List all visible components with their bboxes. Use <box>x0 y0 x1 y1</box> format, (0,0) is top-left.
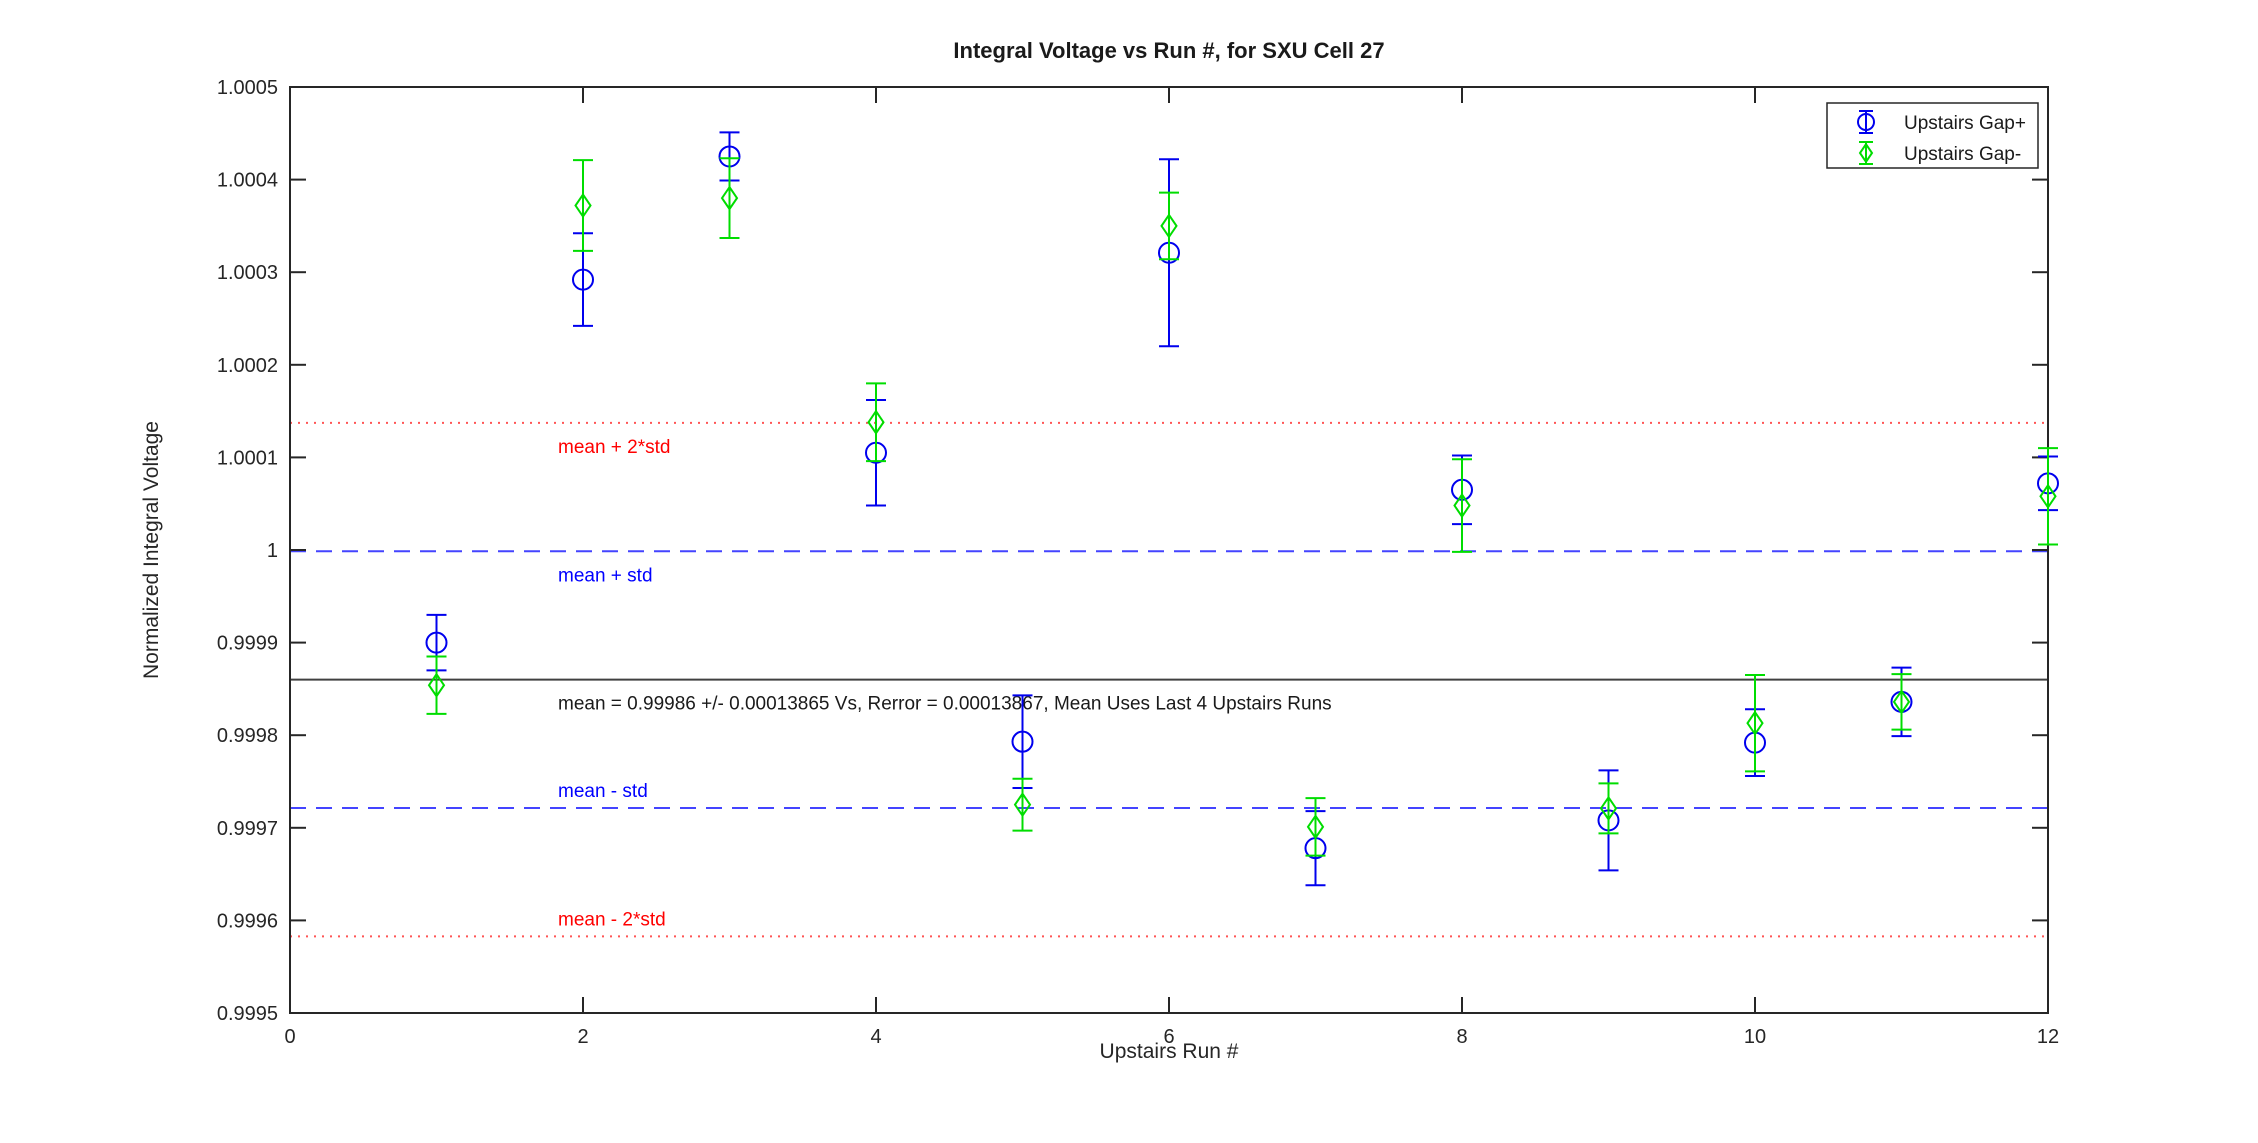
data-point <box>573 159 593 252</box>
y-tick-label: 0.9997 <box>217 818 278 840</box>
mean-line-label: mean = 0.99986 +/- 0.00013865 Vs, Rerror… <box>558 694 1332 715</box>
data-point <box>719 157 740 239</box>
x-tick-label: 12 <box>2037 1026 2059 1048</box>
data-point <box>1305 797 1326 857</box>
diamond-marker <box>1858 142 1874 164</box>
y-tick-label: 0.9998 <box>217 725 278 747</box>
series-upstairs-gap- <box>425 131 2059 887</box>
circle-marker <box>1857 113 1875 131</box>
data-point <box>426 655 447 715</box>
legend-label: Upstairs Gap- <box>1904 144 2021 165</box>
diamond-marker <box>427 672 446 698</box>
x-tick-label: 0 <box>284 1026 295 1048</box>
circle-marker <box>572 268 594 291</box>
mean-minus-2std-line-label: mean - 2*std <box>558 909 666 930</box>
reference-lines: mean + 2*std mean + std mean = 0.99986 +/-… <box>290 421 2048 938</box>
data-point <box>866 382 886 463</box>
x-tick-label: 4 <box>870 1026 881 1048</box>
y-tick-label: 1 <box>267 540 278 562</box>
data-point <box>1452 458 1472 553</box>
mean-minus-std-line-label: mean - std <box>558 781 648 802</box>
x-tick-label: 6 <box>1163 1026 1174 1048</box>
y-tick-label: 1.0004 <box>217 170 278 192</box>
mean-plus-2std-line-label: mean + 2*std <box>558 437 671 458</box>
diamond-marker <box>1892 689 1911 715</box>
diamond-marker <box>1746 710 1764 736</box>
y-tick-label: 1.0003 <box>217 262 278 284</box>
circle-marker <box>425 631 448 654</box>
legend-entry: Upstairs Gap- <box>1858 141 2021 165</box>
data-point <box>1745 674 1765 773</box>
x-axis-label: Upstairs Run # <box>1099 1040 1239 1063</box>
legend: Upstairs Gap+ Upstairs Gap- <box>1826 102 2039 169</box>
y-tick-label: 0.9996 <box>217 910 278 932</box>
axes: 0 2 4 6 8 10 12 1.0005 1.0004 1.0003 1.0002 1.0001 1… <box>217 77 2059 1048</box>
series-upstairs-gap- <box>426 157 2058 857</box>
data-point <box>1012 777 1033 832</box>
diamond-marker <box>1306 814 1325 840</box>
diamond-marker <box>574 192 592 219</box>
circle-marker <box>1011 730 1034 753</box>
diamond-marker <box>1160 213 1178 239</box>
diamond-marker <box>1599 795 1618 822</box>
y-tick-label: 1.0001 <box>217 447 278 469</box>
chart-title: Integral Voltage vs Run #, for SXU Cell … <box>953 38 1385 63</box>
diamond-marker <box>867 409 885 435</box>
legend-label: Upstairs Gap+ <box>1904 113 2026 134</box>
x-tick-label: 2 <box>577 1026 588 1048</box>
mean-plus-std-line-label: mean + std <box>558 565 653 586</box>
y-tick-label: 1.0002 <box>217 355 278 377</box>
data-point <box>1598 782 1619 835</box>
x-tick-label: 10 <box>1744 1026 1766 1048</box>
diamond-marker <box>1453 492 1471 519</box>
y-tick-label: 0.9995 <box>217 1003 278 1025</box>
x-tick-label: 8 <box>1456 1026 1467 1048</box>
data-point <box>1891 673 1912 731</box>
diamond-marker <box>1013 791 1032 818</box>
diamond-marker <box>720 185 739 211</box>
y-tick-label: 1.0005 <box>217 77 278 99</box>
data-point <box>1159 191 1179 261</box>
y-axis-label: Normalized Integral Voltage <box>140 421 163 679</box>
data-point <box>2038 447 2058 546</box>
data-point <box>1011 694 1034 789</box>
diamond-marker <box>2039 483 2057 510</box>
y-tick-label: 0.9999 <box>217 633 278 655</box>
legend-entry: Upstairs Gap+ <box>1857 110 2026 134</box>
